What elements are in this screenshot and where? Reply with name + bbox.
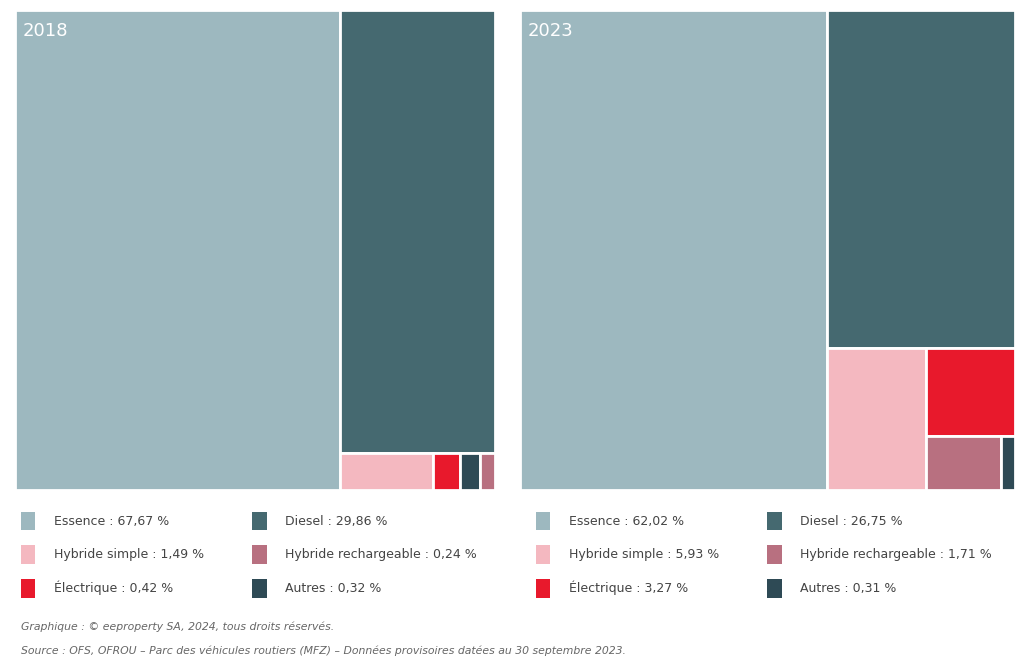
- Bar: [340, 10, 495, 453]
- Bar: [767, 579, 782, 597]
- Text: 2023: 2023: [527, 22, 573, 40]
- Bar: [480, 453, 495, 490]
- Text: Diesel : 29,86 %: Diesel : 29,86 %: [285, 514, 388, 528]
- Bar: [767, 545, 782, 564]
- Bar: [15, 10, 340, 490]
- Bar: [252, 579, 267, 597]
- Text: Essence : 67,67 %: Essence : 67,67 %: [54, 514, 169, 528]
- Bar: [536, 579, 550, 597]
- Bar: [252, 545, 267, 564]
- Text: Essence : 62,02 %: Essence : 62,02 %: [569, 514, 684, 528]
- Bar: [827, 348, 926, 490]
- Text: Hybride rechargeable : 0,24 %: Hybride rechargeable : 0,24 %: [285, 548, 477, 561]
- Bar: [434, 453, 459, 490]
- Text: 2018: 2018: [23, 22, 68, 40]
- Bar: [926, 436, 1001, 490]
- Text: Hybride simple : 1,49 %: Hybride simple : 1,49 %: [54, 548, 204, 561]
- Text: Source : OFS, OFROU – Parc des véhicules routiers (MFZ) – Données provisoires da: Source : OFS, OFROU – Parc des véhicules…: [21, 646, 625, 656]
- Text: Diesel : 26,75 %: Diesel : 26,75 %: [800, 514, 903, 528]
- Text: Autres : 0,32 %: Autres : 0,32 %: [285, 581, 382, 595]
- Bar: [459, 453, 480, 490]
- Bar: [767, 512, 782, 530]
- Bar: [827, 10, 1015, 348]
- Bar: [520, 10, 827, 490]
- Text: Électrique : 3,27 %: Électrique : 3,27 %: [569, 581, 688, 595]
- Bar: [21, 579, 35, 597]
- Bar: [252, 512, 267, 530]
- Text: Hybride simple : 5,93 %: Hybride simple : 5,93 %: [569, 548, 719, 561]
- Bar: [21, 545, 35, 564]
- Bar: [536, 512, 550, 530]
- Text: Autres : 0,31 %: Autres : 0,31 %: [800, 581, 897, 595]
- Bar: [536, 545, 550, 564]
- Bar: [340, 453, 434, 490]
- Bar: [926, 348, 1015, 436]
- Bar: [21, 512, 35, 530]
- Text: Graphique : © eeproperty SA, 2024, tous droits réservés.: Graphique : © eeproperty SA, 2024, tous …: [21, 621, 334, 631]
- Text: Électrique : 0,42 %: Électrique : 0,42 %: [54, 581, 173, 595]
- Text: Hybride rechargeable : 1,71 %: Hybride rechargeable : 1,71 %: [800, 548, 992, 561]
- Bar: [1001, 436, 1015, 490]
